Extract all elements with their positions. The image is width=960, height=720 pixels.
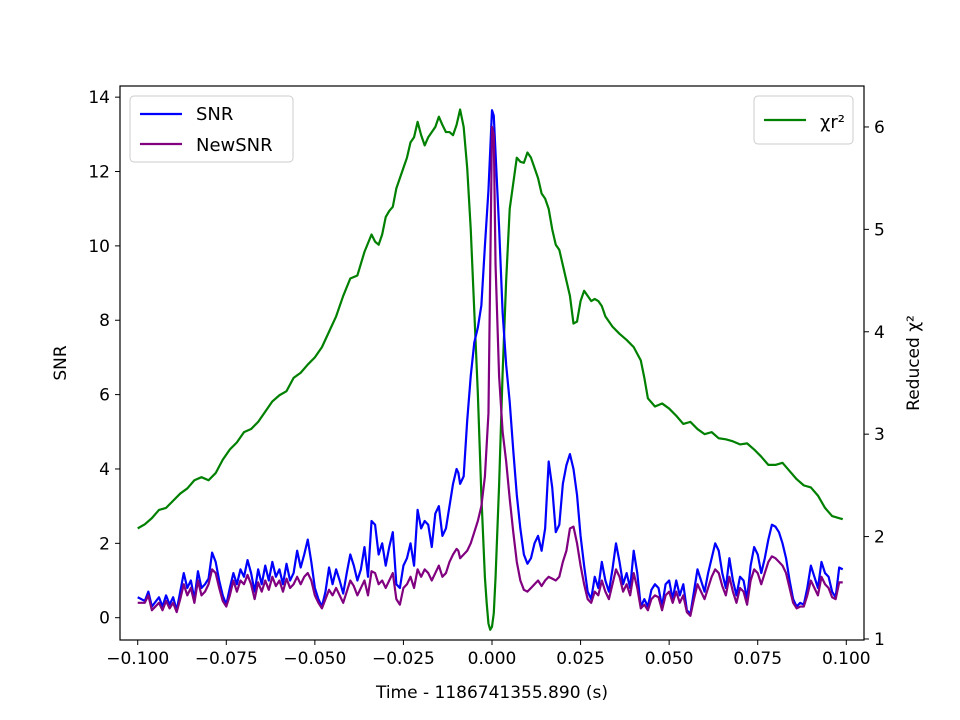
x-tick-label: 0.000 — [468, 649, 517, 669]
x-axis: −0.100 −0.075 −0.050 −0.025 0.000 0.025 0.050 0… — [106, 640, 871, 669]
y-left-tick-label: 12 — [88, 163, 110, 183]
x-tick-label: 0.050 — [645, 649, 694, 669]
x-axis-label: Time - 1186741355.890 (s) — [375, 683, 608, 703]
y-axis-left: 0 2 4 6 8 10 12 14 — [88, 88, 120, 629]
y-right-tick-label: 1 — [874, 630, 885, 650]
x-tick-label: −0.025 — [372, 649, 435, 669]
y-right-tick-label: 5 — [874, 220, 885, 240]
y-right-tick-label: 3 — [874, 425, 885, 445]
legend-left: SNR NewSNR — [129, 95, 294, 163]
y-axis-right-label: Reduced χ² — [904, 315, 924, 411]
x-tick-label: −0.050 — [283, 649, 346, 669]
y-right-tick-label: 2 — [874, 528, 885, 548]
legend-left-box — [129, 95, 294, 163]
y-right-tick-label: 4 — [874, 323, 885, 343]
series-layer — [137, 108, 844, 631]
y-axis-right: 1 2 3 4 5 6 — [864, 118, 885, 650]
y-left-tick-label: 6 — [99, 386, 110, 406]
y-right-tick-label: 6 — [874, 118, 885, 138]
x-tick-label: 0.100 — [822, 649, 871, 669]
y-left-tick-label: 2 — [99, 534, 110, 554]
series-line-newsnr — [137, 125, 843, 617]
y-left-tick-label: 4 — [99, 460, 110, 480]
legend-label-chi2: χr² — [820, 112, 845, 133]
y-left-tick-label: 8 — [99, 311, 110, 331]
legend-label-newsnr: NewSNR — [196, 135, 273, 156]
series-line-chi2 — [137, 108, 844, 631]
x-tick-label: −0.100 — [106, 649, 169, 669]
x-tick-label: −0.075 — [195, 649, 258, 669]
legend-right: χr² — [753, 95, 854, 145]
x-tick-label: 0.075 — [733, 649, 782, 669]
y-left-tick-label: 0 — [99, 609, 110, 629]
legend-label-snr: SNR — [196, 104, 233, 125]
y-left-tick-label: 14 — [88, 88, 110, 108]
y-left-tick-label: 10 — [88, 237, 110, 257]
series-line-snr — [137, 109, 844, 616]
x-tick-label: 0.025 — [556, 649, 605, 669]
y-axis-left-label: SNR — [51, 345, 71, 381]
